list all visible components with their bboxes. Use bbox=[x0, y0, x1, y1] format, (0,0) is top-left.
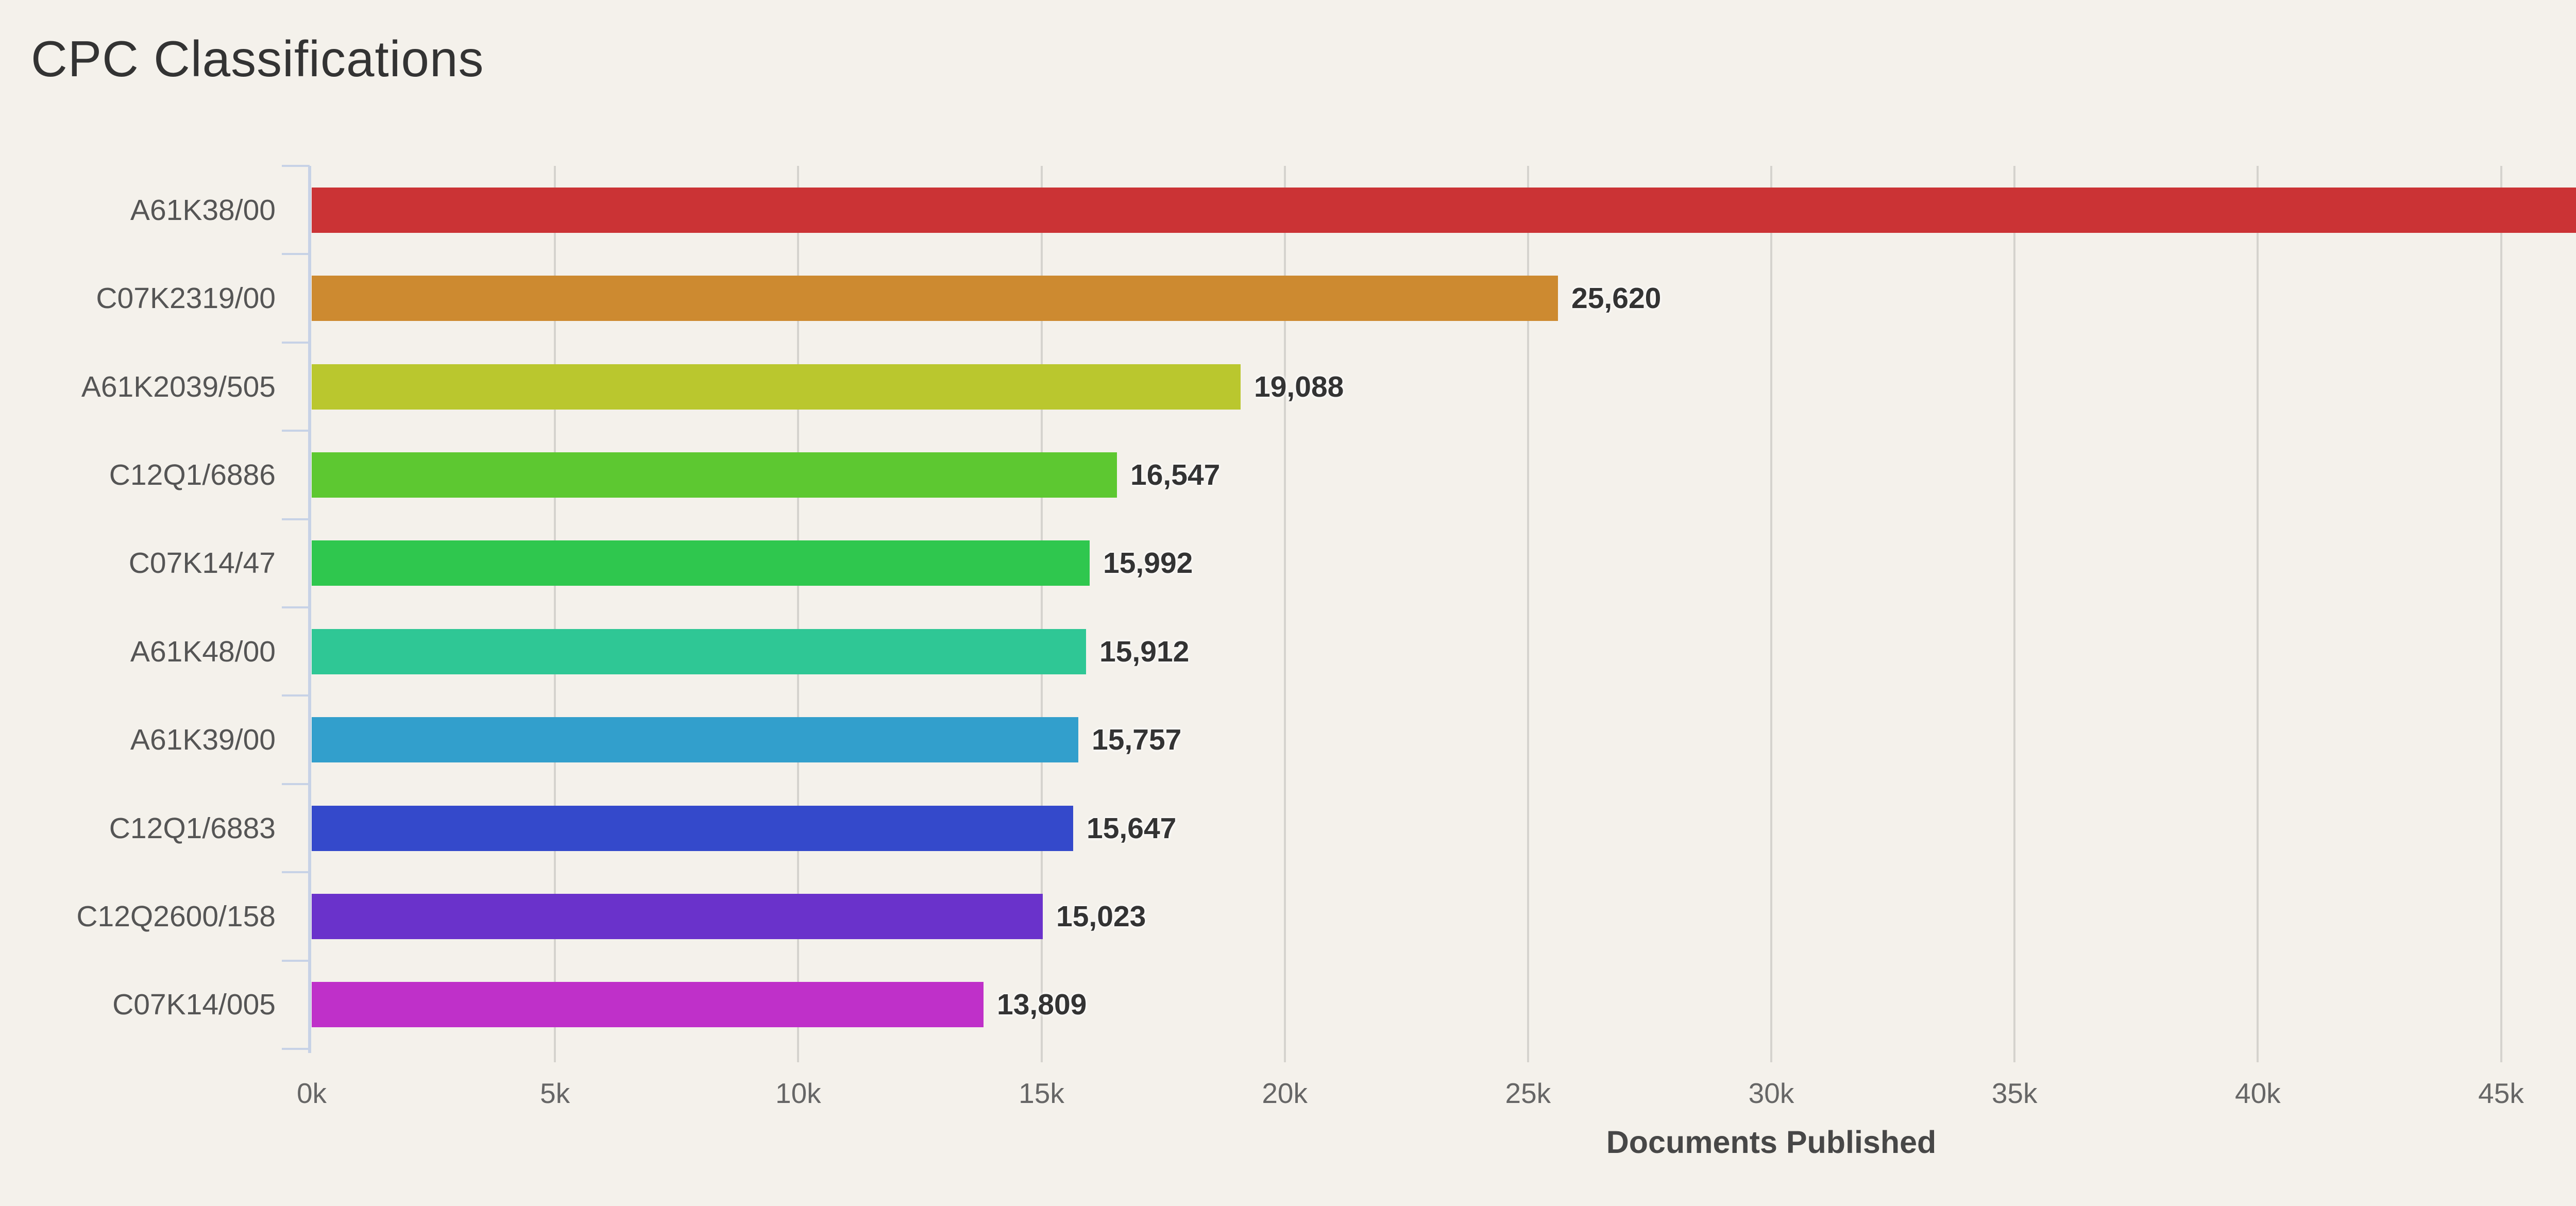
x-axis-tick bbox=[554, 1049, 556, 1062]
x-axis-tick bbox=[1040, 1049, 1043, 1062]
category-axis-tick bbox=[282, 606, 310, 608]
bar[interactable] bbox=[312, 364, 1241, 410]
category-label: C07K14/005 bbox=[112, 988, 276, 1022]
value-label: 15,023 bbox=[1056, 899, 1146, 933]
x-tick-label: 30k bbox=[1748, 1077, 1794, 1109]
category-axis-tick bbox=[282, 165, 310, 167]
x-tick-label: 0k bbox=[296, 1077, 327, 1109]
gridline bbox=[554, 166, 556, 1049]
category-axis-tick bbox=[282, 1048, 310, 1050]
gridline bbox=[1770, 166, 1772, 1049]
gridline bbox=[2500, 166, 2502, 1049]
x-axis-tick bbox=[2500, 1049, 2502, 1062]
category-label: A61K2039/505 bbox=[81, 370, 276, 403]
x-axis-tick bbox=[1283, 1049, 1286, 1062]
bar[interactable] bbox=[312, 276, 1558, 321]
value-label: 15,757 bbox=[1092, 723, 1182, 757]
category-label: A61K48/00 bbox=[130, 635, 276, 668]
gridline bbox=[2257, 166, 2259, 1049]
x-axis-tick bbox=[2257, 1049, 2259, 1062]
category-axis-tick bbox=[282, 959, 310, 962]
x-tick-label: 5k bbox=[540, 1077, 570, 1109]
category-axis-tick bbox=[282, 430, 310, 432]
x-tick-label: 35k bbox=[1991, 1077, 2038, 1109]
value-label: 13,809 bbox=[997, 988, 1087, 1022]
gridline bbox=[1527, 166, 1529, 1049]
category-label: C07K2319/00 bbox=[96, 282, 276, 315]
value-label: 15,912 bbox=[1099, 635, 1190, 668]
value-label: 16,547 bbox=[1130, 458, 1221, 491]
category-label: C12Q1/6883 bbox=[109, 811, 276, 845]
x-tick-label: 25k bbox=[1505, 1077, 1551, 1109]
category-label: C12Q1/6886 bbox=[109, 458, 276, 491]
bar[interactable] bbox=[312, 187, 2576, 233]
gridline bbox=[2013, 166, 2016, 1049]
bar[interactable] bbox=[312, 629, 1086, 674]
bar[interactable] bbox=[312, 540, 1090, 586]
category-label: A61K39/00 bbox=[130, 723, 276, 757]
x-axis-tick bbox=[1527, 1049, 1529, 1062]
category-label: C07K14/47 bbox=[128, 547, 276, 580]
category-axis-tick bbox=[282, 694, 310, 697]
bar[interactable] bbox=[312, 893, 1043, 939]
x-tick-label: 15k bbox=[1019, 1077, 1064, 1109]
value-label: 15,647 bbox=[1087, 811, 1177, 845]
value-label: 25,620 bbox=[1571, 282, 1662, 315]
x-axis-tick bbox=[797, 1049, 800, 1062]
category-axis-line bbox=[308, 166, 311, 1053]
chart-title: CPC Classifications bbox=[31, 30, 484, 87]
x-tick-label: 45k bbox=[2478, 1077, 2524, 1109]
category-axis-tick bbox=[282, 871, 310, 874]
bar[interactable] bbox=[312, 452, 1117, 498]
value-label: 19,088 bbox=[1254, 370, 1344, 403]
x-axis-tick bbox=[2013, 1049, 2016, 1062]
x-tick-label: 10k bbox=[775, 1077, 821, 1109]
category-axis-tick bbox=[282, 518, 310, 520]
gridline bbox=[797, 166, 800, 1049]
x-axis-title: Documents Published bbox=[1606, 1125, 1937, 1160]
x-tick-label: 40k bbox=[2234, 1077, 2281, 1109]
gridline bbox=[1040, 166, 1043, 1049]
value-label: 15,992 bbox=[1103, 547, 1193, 580]
category-label: C12Q2600/158 bbox=[76, 899, 276, 933]
bar[interactable] bbox=[312, 805, 1073, 851]
category-axis-tick bbox=[282, 253, 310, 256]
gridline bbox=[1283, 166, 1286, 1049]
category-label: A61K38/00 bbox=[130, 193, 276, 227]
x-axis-tick bbox=[1770, 1049, 1772, 1062]
bar[interactable] bbox=[312, 717, 1078, 763]
category-axis-tick bbox=[282, 341, 310, 344]
x-tick-label: 20k bbox=[1262, 1077, 1308, 1109]
bar[interactable] bbox=[312, 982, 984, 1028]
category-axis-tick bbox=[282, 783, 310, 785]
